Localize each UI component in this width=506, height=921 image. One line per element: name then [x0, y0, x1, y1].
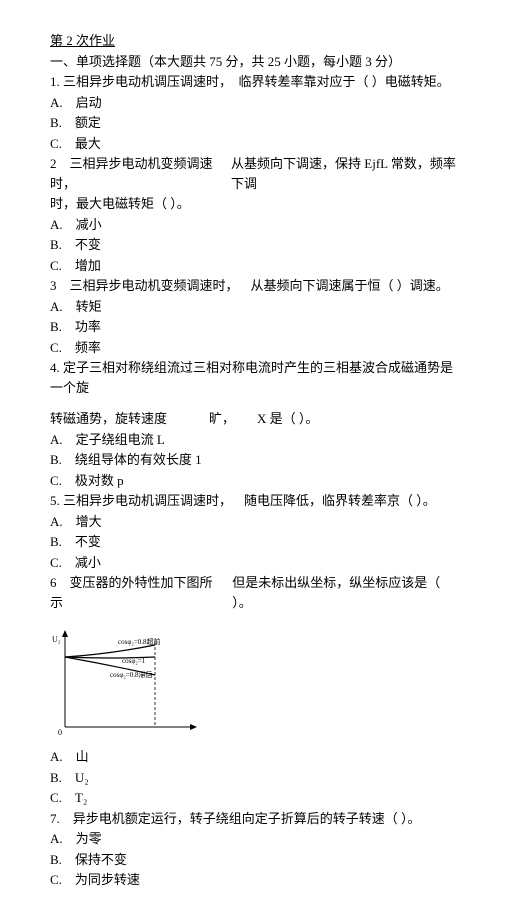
q6-stem: 6 变压器的外特性加下图所示 但是未标出纵坐标，纵坐标应该是（ ）。 — [50, 573, 456, 612]
q2-a: A. 减小 — [50, 215, 456, 235]
section-header: 一、单项选择题（本大题共 75 分，共 25 小题，每小题 3 分） — [50, 52, 456, 72]
q2-left: 2 三相异步电动机变频调速时， — [50, 154, 219, 193]
q1-c: C. 最大 — [50, 134, 456, 154]
q3-b: B. 功率 — [50, 317, 456, 337]
q6-a: A. 山 — [50, 747, 456, 767]
q7-stem: 7. 异步电机额定运行，转子绕组向定子折算后的转子转速（ ）。 — [50, 809, 456, 829]
q6-b: B. U₂ — [50, 768, 456, 788]
curve-mid-label: cosφ₂=1 — [122, 657, 146, 665]
q3-left: 3 三相异步电动机变频调速时， — [50, 276, 239, 296]
q4-stem: 4. 定子三相对称绕组流过三相对称电流时产生的三相基波合成磁通势是一个旋 — [50, 358, 456, 397]
q4-c: C. 极对数 p — [50, 471, 456, 491]
q7-a: A. 为零 — [50, 829, 456, 849]
q1-b: B. 额定 — [50, 113, 456, 133]
q5-stem: 5. 三相异步电动机调压调速时， 随电压降低，临界转差率京（ ）。 — [50, 491, 456, 511]
q4-a: A. 定子绕组电流 L — [50, 430, 456, 450]
q3-c: C. 频率 — [50, 338, 456, 358]
q6-right: 但是未标出纵坐标，纵坐标应该是（ ）。 — [232, 573, 456, 612]
curve-top-label: cosφ₂=0.8超前 — [118, 637, 161, 646]
q5-left: 5. 三相异步电动机调压调速时， — [50, 491, 232, 511]
q4-s1: 旷， — [209, 409, 235, 429]
q3-right: 从基频向下调速属于恒（ ）调速。 — [251, 276, 449, 296]
q6-left: 6 变压器的外特性加下图所示 — [50, 573, 220, 612]
page-title: 第 2 次作业 — [50, 31, 456, 51]
q7-b: B. 保持不变 — [50, 850, 456, 870]
q2-right: 从基频向下调速，保持 EjfL 常数，频率下调 — [231, 154, 456, 193]
spacer — [50, 398, 456, 408]
q7-c: C. 为同步转速 — [50, 870, 456, 890]
q2-line2: 时，最大电磁转矩（ ）。 — [50, 194, 456, 214]
q4-s2: X 是（ ）。 — [257, 409, 318, 429]
q4-line2: 转磁通势，旋转速度 旷， X 是（ ）。 — [50, 409, 456, 429]
q5-a: A. 增大 — [50, 512, 456, 532]
q2-b: B. 不变 — [50, 235, 456, 255]
q3-a: A. 转矩 — [50, 297, 456, 317]
q1-stem: 1. 三相异步电动机调压调速时， 临界转差率靠对应于（ ）电磁转矩。 — [50, 72, 456, 92]
q2-c: C. 增加 — [50, 256, 456, 276]
q3-stem: 3 三相异步电动机变频调速时， 从基频向下调速属于恒（ ）调速。 — [50, 276, 456, 296]
chart-origin: 0 — [58, 728, 62, 737]
q4-b: B. 绕组导体的有效长度 1 — [50, 450, 456, 470]
q4-l: 转磁通势，旋转速度 — [50, 409, 167, 429]
q1-a: A. 启动 — [50, 93, 456, 113]
q2-stem: 2 三相异步电动机变频调速时， 从基频向下调速，保持 EjfL 常数，频率下调 — [50, 154, 456, 193]
q5-b: B. 不变 — [50, 532, 456, 552]
q5-right: 随电压降低，临界转差率京（ ）。 — [244, 491, 436, 511]
q6-chart: U₂ 0 cosφ₂=0.8超前 cosφ₂=1 cosφ₂=0.8滞后 — [50, 627, 456, 737]
q6-c: C. T₂ — [50, 788, 456, 808]
q5-c: C. 减小 — [50, 553, 456, 573]
chart-ylabel: U₂ — [52, 635, 61, 644]
curve-bot-label: cosφ₂=0.8滞后 — [110, 670, 153, 679]
